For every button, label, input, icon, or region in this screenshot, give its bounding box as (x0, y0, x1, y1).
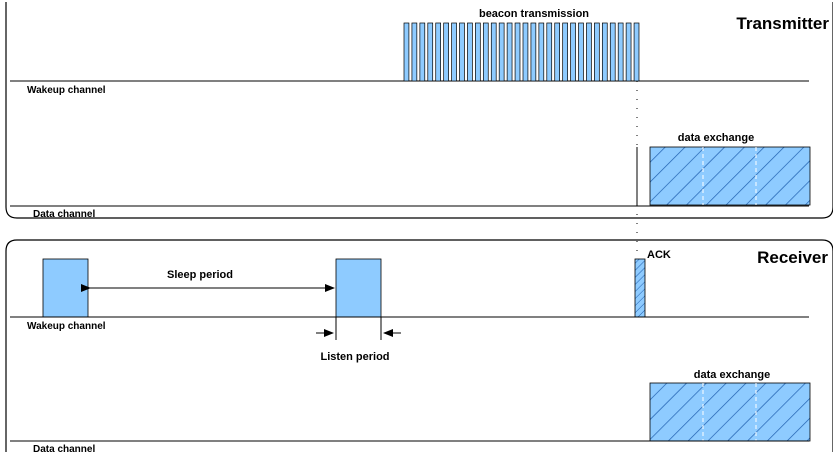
beacon-pulse (482, 22, 489, 82)
beacon-pulse (633, 22, 640, 82)
beacon-transmission-label: beacon transmission (479, 8, 589, 20)
beacon-pulse (554, 22, 560, 82)
receiver-data-exchange-block (649, 382, 811, 442)
receiver-panel: Receiver Sleep period Listen period ACK … (5, 239, 833, 455)
transmitter-frame (5, 2, 833, 219)
beacon-pulse (514, 22, 521, 82)
beacon-pulse (578, 22, 584, 82)
receiver-title: Receiver (757, 248, 828, 267)
transmitter-panel: Transmitter Wakeup channel beacon transm… (5, 2, 833, 220)
beacon-pulse (403, 22, 410, 82)
listen-window-1 (42, 258, 89, 318)
beacon-pulse (498, 22, 505, 82)
beacon-pulse (506, 22, 513, 82)
transmitter-wakeup-label: Wakeup channel (27, 85, 106, 96)
beacon-pulse-train (403, 22, 640, 82)
beacon-pulse (459, 22, 465, 82)
beacon-pulse (530, 22, 537, 82)
beacon-pulse (609, 22, 616, 82)
sleep-period-label: Sleep period (167, 269, 233, 281)
listen-window-2 (335, 258, 382, 318)
transmitter-data-label: Data channel (33, 209, 95, 220)
receiver-data-label: Data channel (33, 444, 95, 455)
receiver-frame (5, 239, 833, 452)
beacon-pulse (594, 22, 600, 82)
receiver-data-exchange-label: data exchange (694, 369, 770, 381)
beacon-pulse (522, 22, 529, 82)
beacon-pulse (546, 22, 553, 82)
beacon-pulse (451, 22, 457, 82)
beacon-pulse (538, 22, 545, 82)
receiver-wakeup-label: Wakeup channel (27, 321, 106, 332)
beacon-pulse (617, 22, 624, 82)
beacon-pulse (601, 22, 608, 82)
beacon-pulse (435, 22, 442, 82)
beacon-pulse (570, 22, 576, 82)
transmitter-data-exchange-label: data exchange (678, 132, 754, 144)
beacon-pulse (427, 22, 434, 82)
beacon-pulse (586, 22, 592, 82)
transmitter-title: Transmitter (736, 14, 829, 33)
beacon-pulse (475, 22, 481, 82)
beacon-pulse (562, 22, 568, 82)
beacon-pulse (411, 22, 418, 82)
ack-block (634, 258, 646, 318)
transmitter-data-exchange-block (649, 146, 811, 206)
listen-period-label: Listen period (320, 351, 389, 363)
beacon-pulse (625, 22, 632, 82)
beacon-pulse (443, 22, 449, 82)
beacon-pulse (419, 22, 426, 82)
beacon-pulse (467, 22, 473, 82)
beacon-pulse (490, 22, 497, 82)
ack-label: ACK (647, 249, 671, 261)
